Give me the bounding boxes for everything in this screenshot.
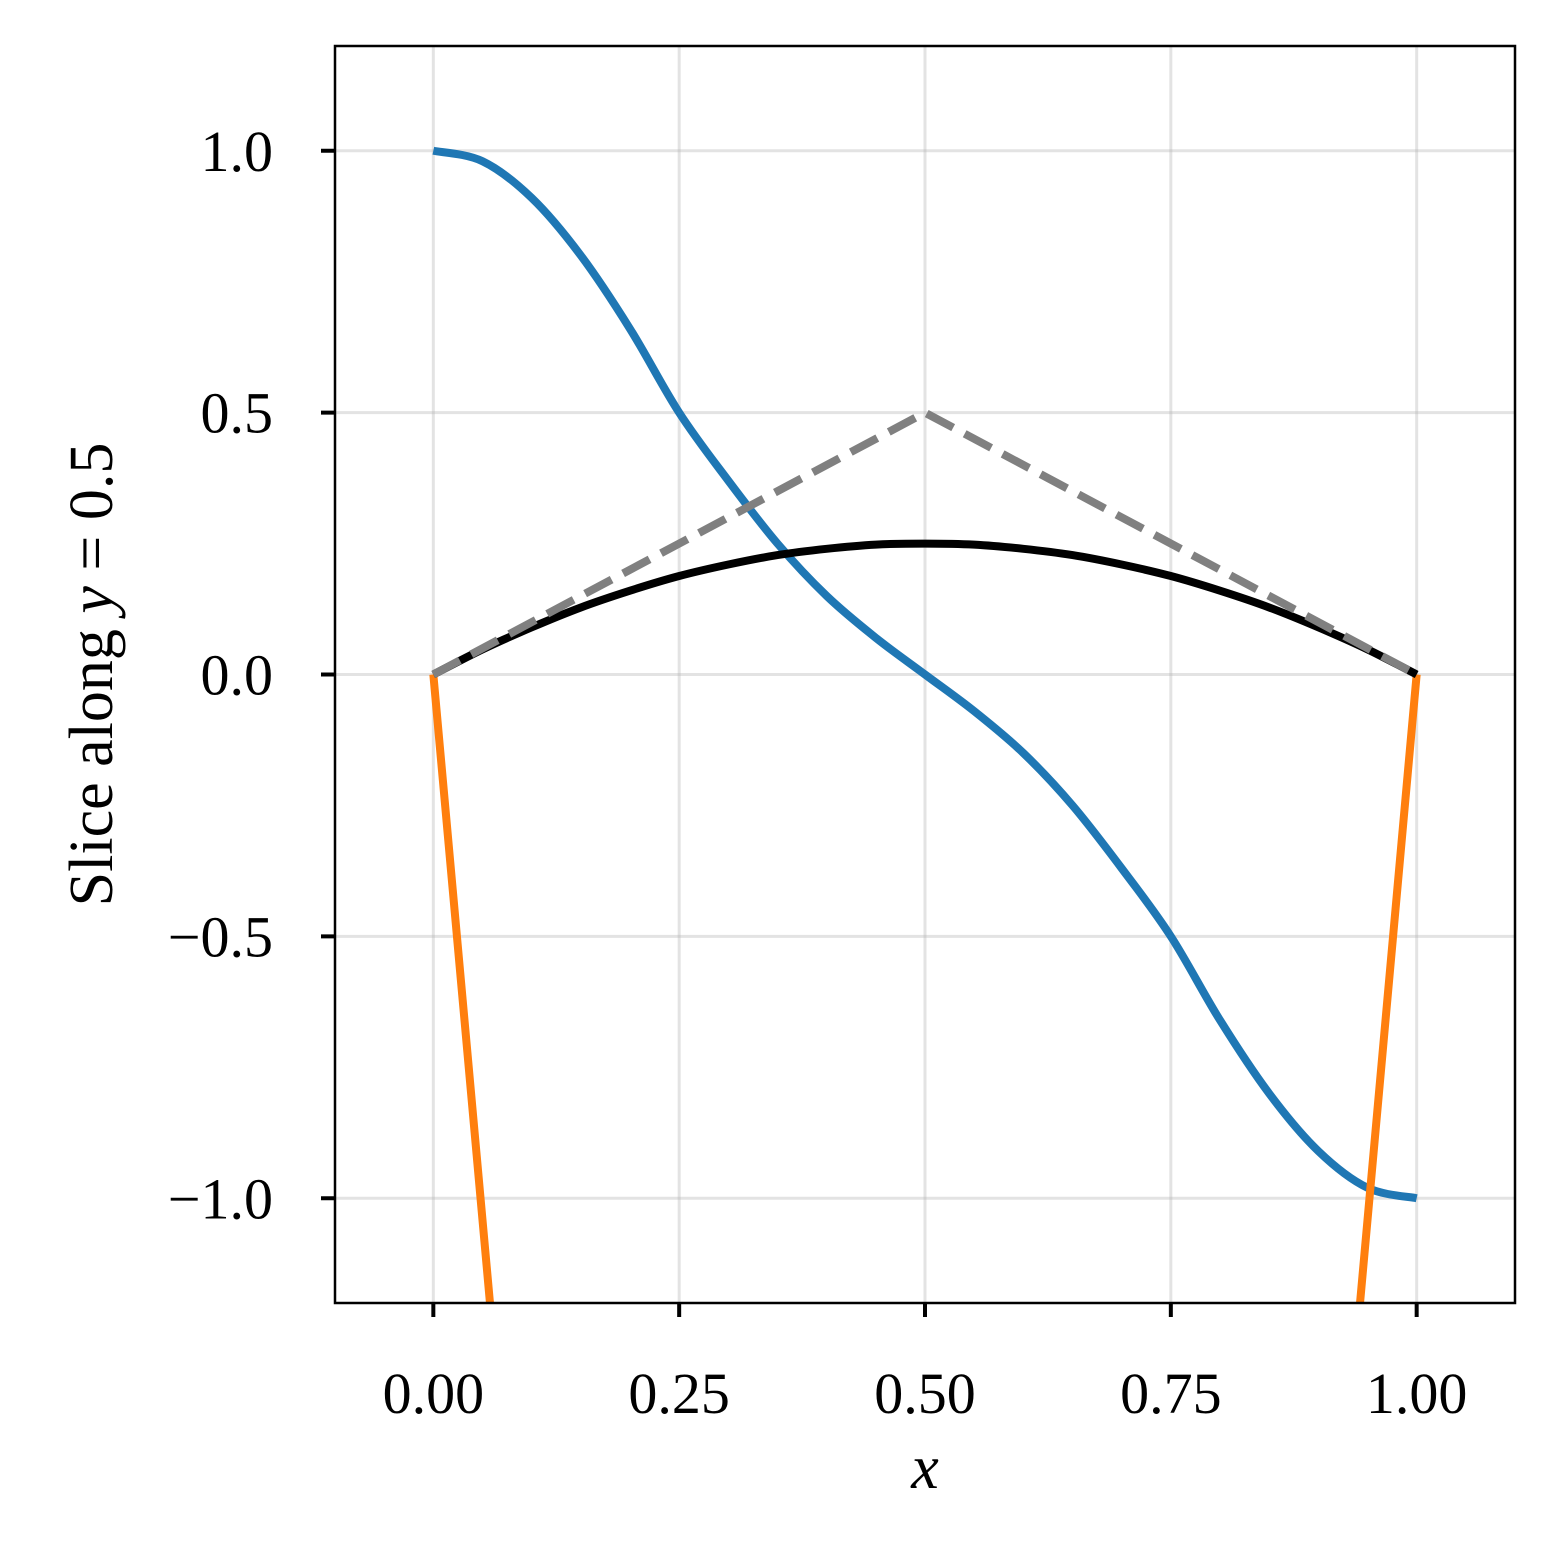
x-tick-label: 0.50 <box>874 1361 976 1426</box>
series-line-4 <box>431 408 1419 679</box>
y-tick-label: −0.5 <box>168 904 273 969</box>
y-tick-label: 1.0 <box>201 119 274 184</box>
series-line-2 <box>429 674 1421 1303</box>
y-tick-label: 0.5 <box>201 381 274 446</box>
ticks: 0.00 0.25 0.50 0.75 1.00 −1.0 −0.5 0.0 0.5 1.0 <box>168 119 1468 1426</box>
y-tick-label: 0.0 <box>201 643 274 708</box>
y-axis-label-var: y <box>58 586 126 620</box>
series-group <box>429 146 1421 1303</box>
series-line-3 <box>431 539 1419 679</box>
x-tick-label: 0.75 <box>1120 1361 1222 1426</box>
y-axis-label: Slice along y = 0.5 <box>58 443 126 907</box>
x-tick-label: 0.25 <box>628 1361 730 1426</box>
x-tick-label: 1.00 <box>1366 1361 1468 1426</box>
y-tick-label: −1.0 <box>168 1166 273 1231</box>
y-axis-label-rest: = 0.5 <box>58 443 126 586</box>
x-tick-label: 0.00 <box>383 1361 485 1426</box>
x-axis-label: x <box>910 1434 939 1502</box>
y-axis-label-text: Slice along <box>58 614 126 907</box>
series-line-1 <box>432 146 1418 1203</box>
